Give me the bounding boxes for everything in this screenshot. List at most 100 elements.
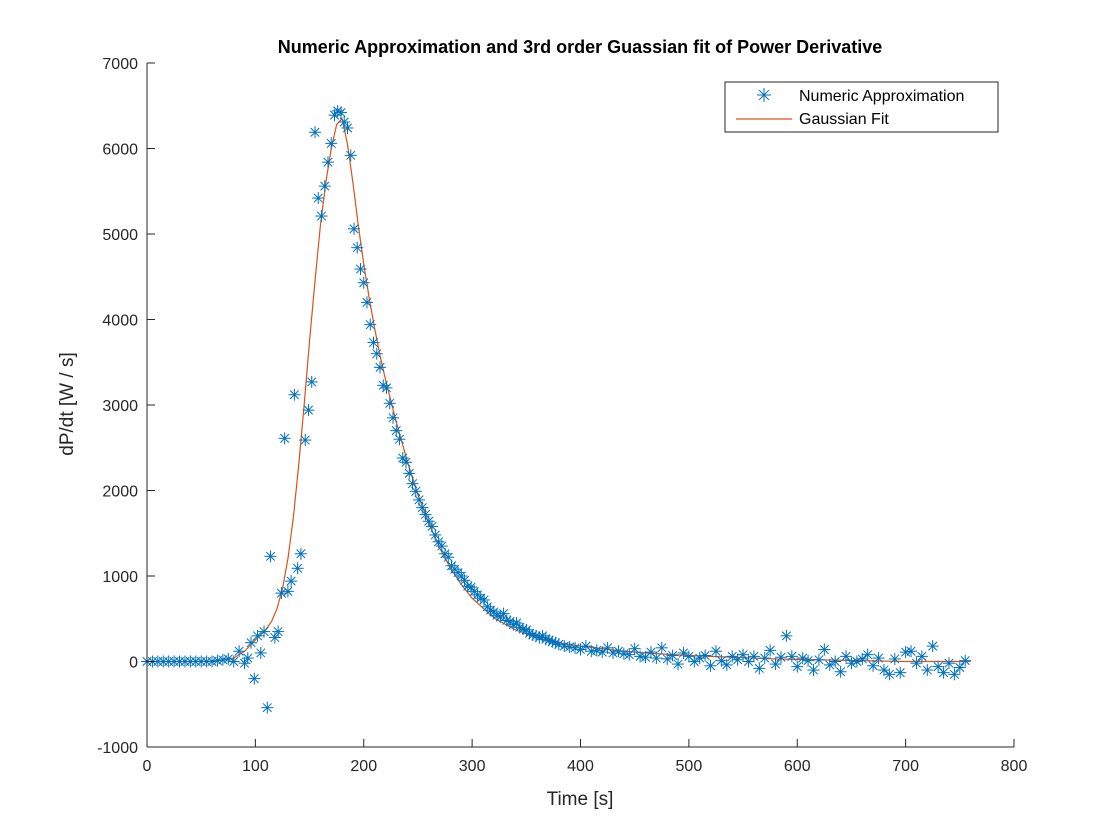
data-point-numeric-approximation (861, 648, 874, 661)
data-point-numeric-approximation (393, 433, 406, 446)
data-point-numeric-approximation (715, 654, 728, 667)
data-point-numeric-approximation (318, 180, 331, 193)
plot-area (141, 104, 972, 714)
data-point-numeric-approximation (644, 646, 657, 659)
legend-label-numeric-approximation: Numeric Approximation (799, 88, 964, 105)
data-point-numeric-approximation (747, 650, 760, 663)
data-point-numeric-approximation (294, 547, 307, 560)
data-point-numeric-approximation (807, 664, 820, 677)
data-point-numeric-approximation (785, 650, 798, 663)
data-point-numeric-approximation (628, 642, 641, 655)
y-tick-label: 4000 (102, 313, 138, 330)
legend-asterisk-icon (757, 88, 771, 102)
data-point-numeric-approximation (387, 411, 400, 424)
data-point-numeric-approximation (426, 520, 439, 533)
data-point-numeric-approximation (278, 432, 291, 445)
data-point-numeric-approximation (245, 636, 258, 649)
data-point-numeric-approximation (305, 375, 318, 388)
data-point-numeric-approximation (726, 650, 739, 663)
x-tick-label: 0 (143, 758, 152, 775)
data-point-numeric-approximation (661, 652, 674, 665)
data-point-numeric-approximation (281, 585, 294, 598)
data-point-numeric-approximation (769, 658, 782, 671)
data-point-numeric-approximation (899, 646, 912, 659)
data-point-numeric-approximation (688, 655, 701, 668)
data-point-numeric-approximation (227, 655, 240, 668)
data-point-numeric-approximation (840, 650, 853, 663)
y-tick-label: 7000 (102, 56, 138, 73)
axes: 0 100 200 300 400 500 600 700 800 -1000 0 1000 2000 3… (97, 56, 1027, 775)
data-point-numeric-approximation (764, 644, 777, 657)
data-point-numeric-approximation (351, 241, 364, 254)
y-tick-label: -1000 (97, 740, 138, 757)
x-tick-label: 100 (242, 758, 269, 775)
data-point-numeric-approximation (883, 668, 896, 681)
data-point-numeric-approximation (285, 575, 298, 588)
data-point-numeric-approximation (241, 652, 254, 665)
data-point-numeric-approximation (699, 649, 712, 662)
data-point-numeric-approximation (937, 666, 950, 679)
data-point-numeric-approximation (894, 666, 907, 679)
data-point-numeric-approximation (655, 641, 668, 654)
data-point-numeric-approximation (357, 276, 370, 289)
data-point-numeric-approximation (758, 652, 771, 665)
data-point-numeric-approximation (867, 659, 880, 672)
data-point-numeric-approximation (942, 657, 955, 670)
data-point-numeric-approximation (299, 434, 312, 447)
data-point-numeric-approximation (910, 657, 923, 670)
data-point-numeric-approximation (409, 485, 422, 498)
data-point-numeric-approximation (400, 456, 413, 469)
data-point-numeric-approximation (338, 115, 351, 128)
data-point-numeric-approximation (272, 625, 285, 638)
data-point-numeric-approximation (390, 424, 403, 437)
data-point-numeric-approximation (288, 388, 301, 401)
data-point-numeric-approximation (370, 347, 383, 360)
data-point-numeric-approximation (321, 156, 334, 169)
data-point-numeric-approximation (422, 515, 435, 528)
data-point-numeric-approximation (254, 646, 267, 659)
x-tick-label: 200 (350, 758, 377, 775)
data-point-numeric-approximation (325, 137, 338, 150)
data-point-numeric-approximation (383, 397, 396, 410)
data-point-numeric-approximation (812, 653, 825, 666)
data-point-numeric-approximation (248, 672, 261, 685)
data-point-numeric-approximation (709, 645, 722, 658)
data-point-numeric-approximation (802, 654, 815, 667)
data-point-numeric-approximation (261, 701, 274, 714)
y-tick-label: 6000 (102, 142, 138, 159)
data-point-numeric-approximation (742, 655, 755, 668)
data-point-numeric-approximation (275, 587, 288, 600)
data-point-numeric-approximation (905, 645, 918, 658)
y-tick-label: 2000 (102, 484, 138, 501)
data-point-numeric-approximation (347, 222, 360, 235)
data-point-numeric-approximation (888, 652, 901, 665)
data-point-numeric-approximation (341, 121, 354, 134)
data-point-numeric-approximation (354, 263, 367, 276)
data-point-numeric-approximation (818, 643, 831, 656)
data-point-numeric-approximation (364, 318, 377, 331)
data-point-numeric-approximation (308, 126, 321, 139)
data-point-numeric-approximation (251, 629, 264, 642)
data-point-numeric-approximation (774, 651, 787, 664)
data-point-numeric-approximation (872, 652, 885, 665)
data-point-numeric-approximation (233, 645, 246, 658)
data-point-numeric-approximation (403, 467, 416, 480)
data-point-numeric-approximation (302, 404, 315, 417)
data-point-numeric-approximation (753, 662, 766, 675)
legend-label-gaussian-fit: Gaussian Fit (799, 111, 889, 128)
data-point-numeric-approximation (549, 636, 562, 649)
data-point-numeric-approximation (258, 625, 271, 638)
data-point-numeric-approximation (344, 149, 357, 162)
data-point-numeric-approximation (650, 652, 663, 665)
data-point-numeric-approximation (672, 658, 685, 671)
data-point-numeric-approximation (791, 660, 804, 673)
x-tick-label: 700 (892, 758, 919, 775)
data-point-numeric-approximation (666, 649, 679, 662)
data-point-numeric-approximation (361, 296, 374, 309)
data-point-numeric-approximation (442, 551, 455, 564)
x-tick-label: 300 (459, 758, 486, 775)
legend-box (724, 81, 999, 133)
x-tick-label: 800 (1001, 758, 1028, 775)
